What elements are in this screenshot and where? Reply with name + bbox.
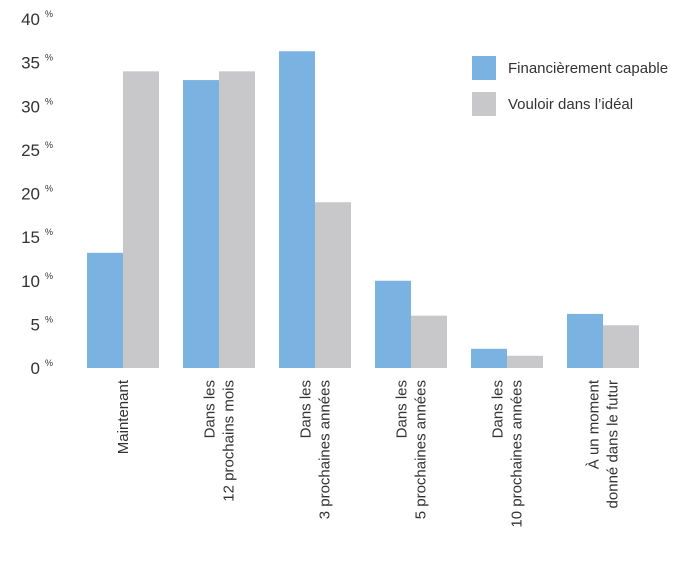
y-tick-label: 20 [21, 185, 40, 204]
legend-swatch [472, 56, 496, 80]
y-tick-label: 10 [21, 272, 40, 291]
category-label-line: donné dans le futur [605, 380, 622, 508]
category-label: Dans les 5 prochaines années [394, 380, 430, 519]
legend-label: Vouloir dans l’idéal [508, 96, 633, 113]
y-tick-unit: % [45, 227, 53, 237]
category-label-line: 10 prochaines années [509, 380, 526, 528]
category-label: Dans les 12 prochains mois [202, 380, 238, 502]
y-tick-label: 40 [21, 10, 40, 29]
category-label-line: Dans les [394, 380, 411, 438]
bar-vouloir-ideal [411, 315, 447, 368]
category-label-line: Maintenant [115, 379, 132, 454]
category-label: Dans les 3 prochaines années [298, 380, 334, 519]
bars [87, 51, 639, 368]
y-tick-unit: % [45, 9, 53, 19]
bar-financierement-capable [375, 280, 411, 368]
bar-vouloir-ideal [507, 355, 543, 368]
category-label-line: 3 prochaines années [317, 380, 334, 519]
bar-vouloir-ideal [603, 325, 639, 368]
y-tick-unit: % [45, 314, 53, 324]
category-label-line: Dans les [490, 380, 507, 438]
y-tick-unit: % [45, 358, 53, 368]
bar-vouloir-ideal [219, 71, 255, 368]
y-tick-label: 0 [31, 359, 40, 378]
y-axis: 0 % 5 % 10 % 15 % 20 % 25 % 30 % 35 % 40% [21, 9, 53, 378]
y-tick-unit: % [45, 96, 53, 106]
category-label: À un moment donné dans le futur [586, 379, 622, 508]
y-tick-label: 30 [21, 97, 40, 116]
y-tick-unit: % [45, 53, 53, 63]
legend: Financièrement capable Vouloir dans l’idé… [472, 56, 668, 116]
legend-label: Financièrement capable [508, 60, 668, 77]
bar-financierement-capable [471, 348, 507, 368]
legend-swatch [472, 92, 496, 116]
bar-vouloir-ideal [123, 71, 159, 368]
y-tick-label: 5 [31, 315, 40, 334]
category-label-line: 12 prochains mois [221, 380, 238, 502]
category-label-line: Dans les [202, 380, 219, 438]
category-label: Dans les 10 prochaines années [490, 380, 526, 528]
category-label-line: À un moment [586, 379, 603, 469]
y-tick-label: 35 [21, 54, 40, 73]
bar-financierement-capable [87, 252, 123, 368]
category-label-line: 5 prochaines années [413, 380, 430, 519]
category-label-line: Dans les [298, 380, 315, 438]
y-tick-unit: % [45, 140, 53, 150]
bar-vouloir-ideal [315, 202, 351, 368]
y-tick-label: 25 [21, 141, 40, 160]
bar-financierement-capable [183, 80, 219, 368]
x-axis-labels: Maintenant Dans les 12 prochains mois Dans … [115, 379, 622, 527]
y-tick-label: 15 [21, 228, 40, 247]
bar-financierement-capable [279, 51, 315, 368]
y-tick-unit: % [45, 271, 53, 281]
bar-financierement-capable [567, 313, 603, 368]
category-label: Maintenant [115, 379, 132, 454]
y-tick-unit: % [45, 184, 53, 194]
